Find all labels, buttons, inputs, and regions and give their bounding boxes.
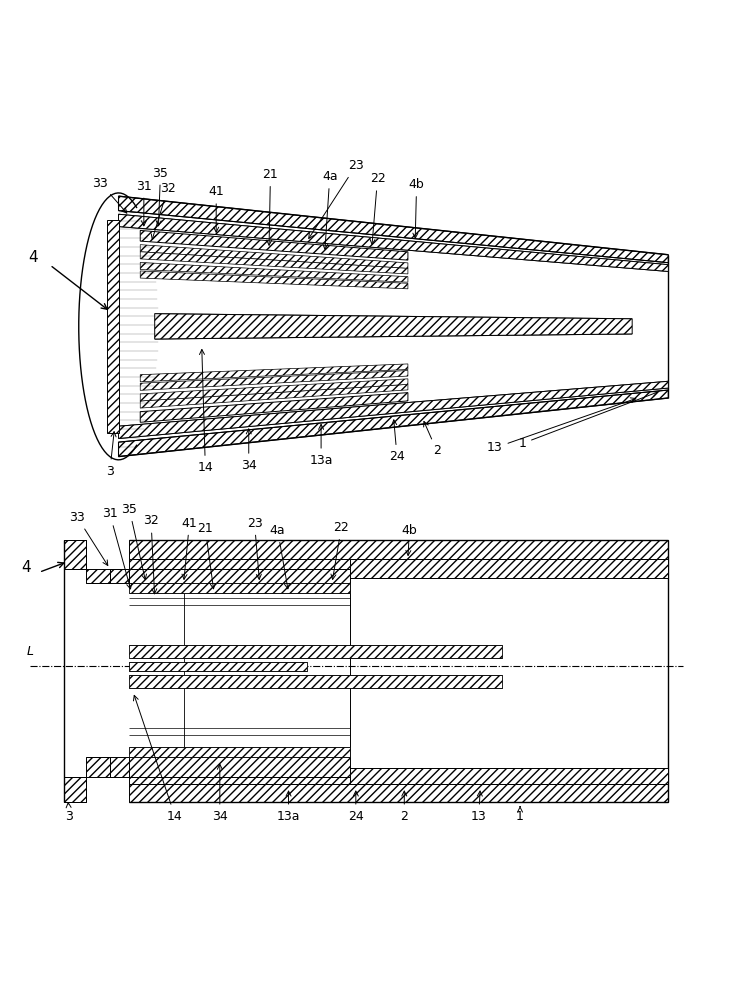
Polygon shape xyxy=(140,245,408,268)
Text: 21: 21 xyxy=(262,168,278,245)
Polygon shape xyxy=(140,393,408,422)
Text: 31: 31 xyxy=(136,180,152,226)
Polygon shape xyxy=(155,314,632,339)
Polygon shape xyxy=(110,569,129,583)
Text: 2: 2 xyxy=(400,791,408,823)
Text: 4b: 4b xyxy=(409,178,424,238)
Polygon shape xyxy=(350,768,668,784)
Polygon shape xyxy=(129,559,350,569)
Text: 22: 22 xyxy=(370,172,386,244)
Text: 31: 31 xyxy=(102,507,132,589)
Text: 3: 3 xyxy=(66,803,74,823)
Polygon shape xyxy=(119,381,668,439)
Text: 35: 35 xyxy=(152,167,168,226)
Polygon shape xyxy=(129,569,350,583)
Text: 4: 4 xyxy=(28,250,38,265)
Polygon shape xyxy=(140,384,408,408)
Polygon shape xyxy=(119,390,668,457)
Polygon shape xyxy=(129,777,350,784)
Text: 41: 41 xyxy=(182,517,198,579)
Polygon shape xyxy=(140,364,408,382)
Text: 4a: 4a xyxy=(322,170,338,249)
Text: 13a: 13a xyxy=(309,424,333,467)
Text: 1: 1 xyxy=(516,807,524,823)
Polygon shape xyxy=(140,371,408,390)
Text: 14: 14 xyxy=(198,349,213,474)
Polygon shape xyxy=(140,252,408,274)
Polygon shape xyxy=(140,262,408,282)
Text: 13: 13 xyxy=(471,791,487,823)
Text: 4: 4 xyxy=(21,560,31,575)
Polygon shape xyxy=(129,784,668,802)
Polygon shape xyxy=(129,747,350,757)
Text: 33: 33 xyxy=(69,511,108,565)
Text: 23: 23 xyxy=(308,159,364,238)
Polygon shape xyxy=(129,675,502,688)
Text: 32: 32 xyxy=(143,514,159,594)
Text: L: L xyxy=(27,645,34,658)
Text: 3: 3 xyxy=(106,432,116,478)
Text: 4b: 4b xyxy=(402,524,417,555)
Polygon shape xyxy=(140,271,408,289)
Polygon shape xyxy=(119,196,668,263)
Polygon shape xyxy=(86,757,110,777)
Text: 33: 33 xyxy=(93,177,127,213)
Polygon shape xyxy=(64,540,86,569)
Text: 22: 22 xyxy=(331,521,349,579)
Text: 1: 1 xyxy=(518,392,658,450)
Text: 23: 23 xyxy=(246,517,262,579)
Polygon shape xyxy=(106,220,119,433)
Text: 41: 41 xyxy=(208,185,224,232)
Polygon shape xyxy=(129,645,502,658)
Text: 13: 13 xyxy=(487,398,636,454)
Polygon shape xyxy=(350,559,668,578)
Text: 34: 34 xyxy=(212,764,227,823)
Polygon shape xyxy=(140,379,408,401)
Polygon shape xyxy=(129,540,668,559)
Text: 14: 14 xyxy=(133,695,183,823)
Text: 24: 24 xyxy=(389,420,405,463)
Text: 35: 35 xyxy=(122,503,147,579)
Text: 32: 32 xyxy=(152,182,176,239)
Polygon shape xyxy=(110,757,129,777)
Polygon shape xyxy=(129,662,307,671)
Polygon shape xyxy=(140,230,408,260)
Text: 24: 24 xyxy=(348,791,364,823)
Text: 2: 2 xyxy=(424,421,441,457)
Polygon shape xyxy=(129,757,350,777)
Text: 34: 34 xyxy=(241,429,257,472)
Text: 13a: 13a xyxy=(277,791,300,823)
Polygon shape xyxy=(86,569,110,583)
Polygon shape xyxy=(119,214,668,271)
Text: 4a: 4a xyxy=(270,524,289,589)
Polygon shape xyxy=(64,777,86,802)
Text: 21: 21 xyxy=(198,522,215,589)
Polygon shape xyxy=(129,583,350,593)
